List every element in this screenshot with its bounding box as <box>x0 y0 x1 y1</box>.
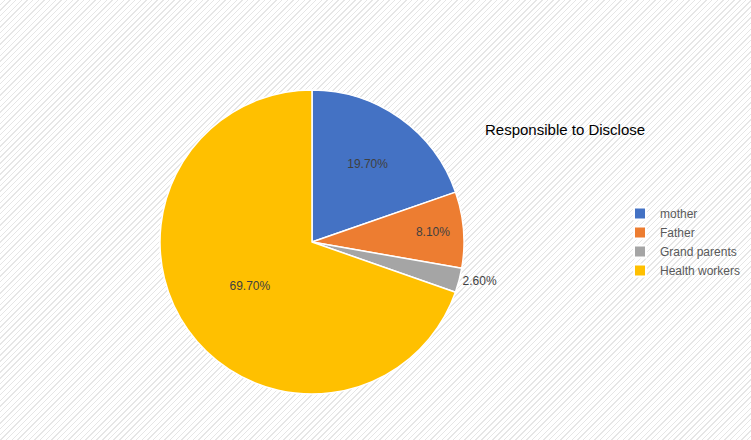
svg-text:19.70%: 19.70% <box>347 157 388 171</box>
svg-text:Health workers: Health workers <box>660 264 740 278</box>
svg-text:mother: mother <box>660 207 697 221</box>
svg-text:8.10%: 8.10% <box>416 225 450 239</box>
svg-text:Grand parents: Grand parents <box>660 245 737 259</box>
svg-text:Father: Father <box>660 226 695 240</box>
svg-text:2.60%: 2.60% <box>463 274 497 288</box>
svg-text:69.70%: 69.70% <box>229 279 270 293</box>
svg-text:Responsible to Disclose: Responsible to Disclose <box>485 121 645 138</box>
